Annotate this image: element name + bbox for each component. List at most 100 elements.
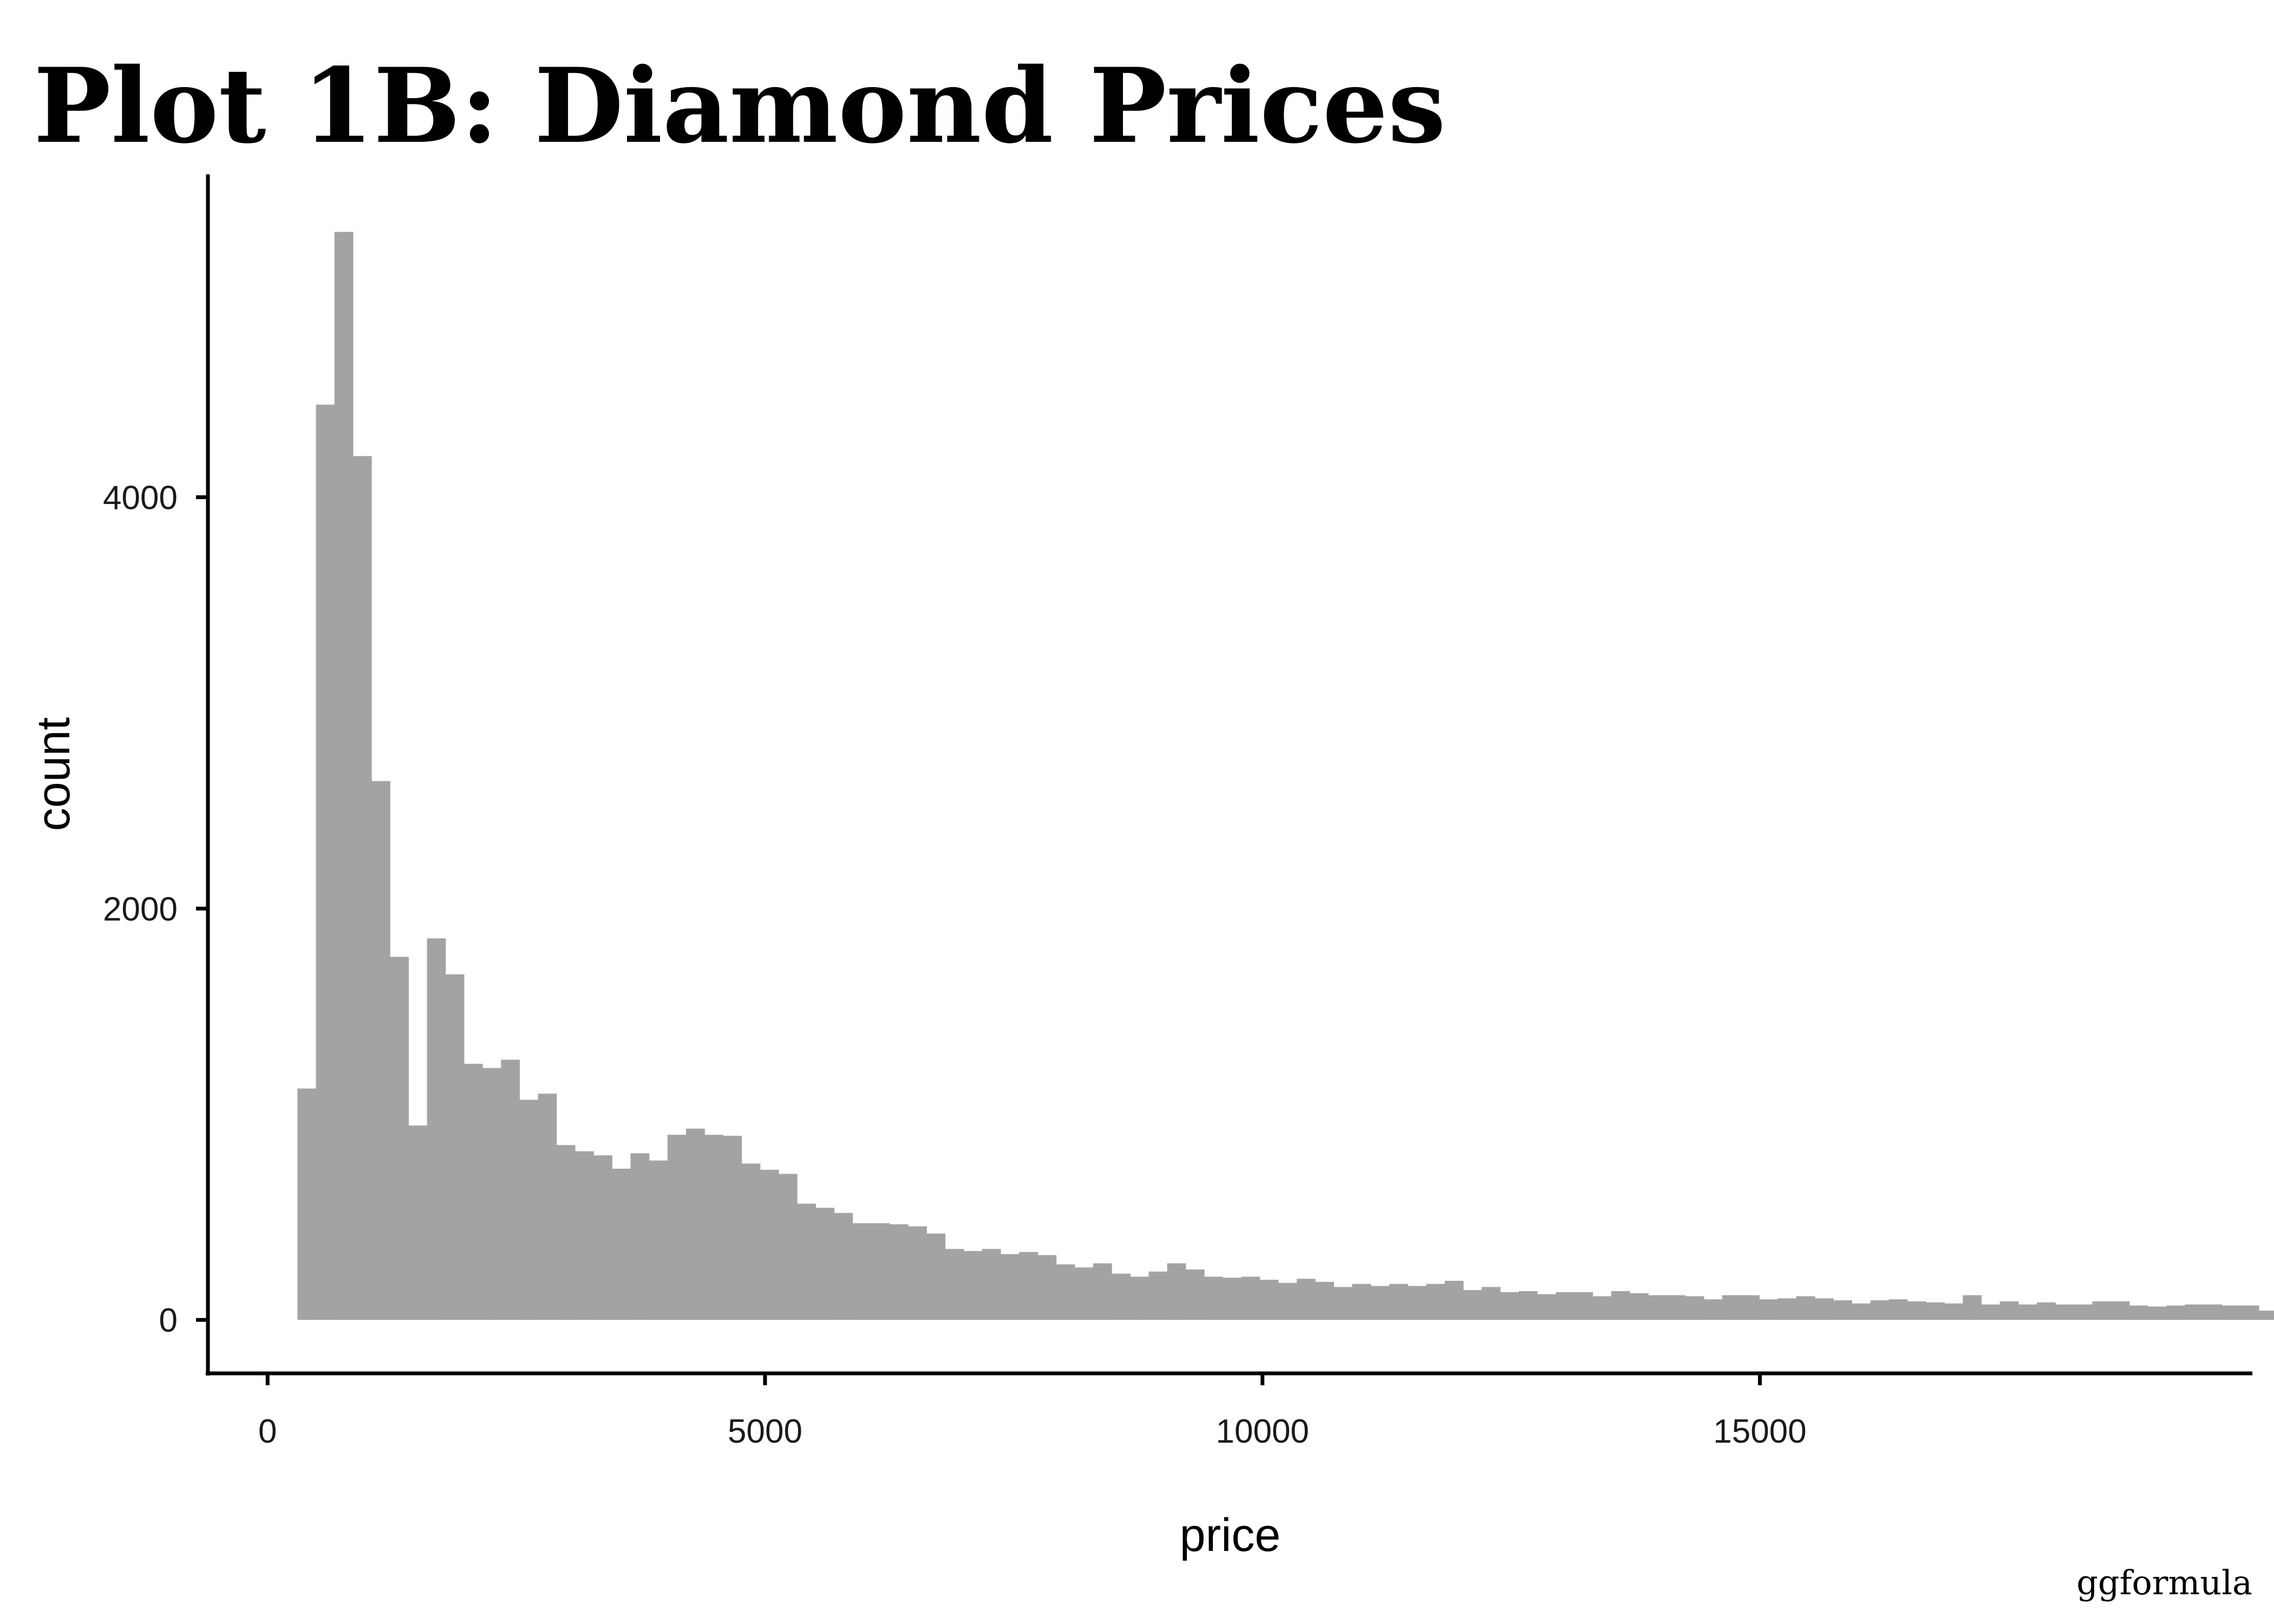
histogram-bar [815,1208,835,1320]
histogram-bar [1944,1303,1963,1320]
histogram-bar [1592,1296,1612,1320]
histogram-bar [1537,1294,1557,1320]
histogram-bar [445,974,465,1320]
histogram-bar [1463,1290,1482,1320]
histogram-bar [1334,1287,1353,1320]
histogram-bar [427,938,446,1320]
histogram-bars [297,232,2274,1320]
histogram-bar [982,1249,1001,1320]
histogram-bar [2221,1305,2241,1320]
histogram-bar [463,1064,483,1320]
histogram-bar [1963,1295,1982,1320]
histogram-bar [741,1163,761,1320]
y-tick-label: 4000 [103,479,178,516]
histogram-bar [1870,1300,1890,1320]
histogram-bar [556,1145,576,1320]
histogram-bar [2055,1304,2074,1320]
histogram-bar [482,1068,501,1320]
histogram-bar [871,1223,890,1320]
histogram-bar [1389,1284,1408,1320]
histogram-bar [1370,1286,1390,1320]
histogram-bar [1223,1278,1241,1320]
histogram-bar [1037,1255,1057,1320]
histogram-bar [2148,1306,2167,1320]
histogram-bar [1426,1284,1445,1320]
histogram-bar [1519,1291,1538,1320]
histogram-bar [1574,1292,1593,1320]
histogram-bar [760,1169,779,1320]
histogram-bar [1296,1279,1316,1320]
x-tick-label: 5000 [728,1413,802,1450]
histogram-bar [519,1099,539,1320]
histogram-bar [1685,1296,1704,1320]
histogram-bar [797,1203,816,1320]
histogram-bar [612,1168,631,1320]
histogram-bar [1407,1286,1427,1320]
histogram-bar [1167,1263,1186,1320]
histogram-bar [852,1223,872,1320]
histogram-bar [1907,1301,1926,1320]
histogram-bar [2037,1302,2056,1320]
histogram-bar [1852,1303,1871,1320]
histogram-bar [2240,1305,2259,1320]
histogram-bar [2203,1304,2223,1320]
histogram-bar [1481,1287,1501,1320]
histogram-bar [2018,1304,2037,1320]
histogram-bar [1778,1298,1797,1320]
histogram-bar [334,232,354,1320]
histogram-bar [926,1233,946,1320]
histogram-bar [1703,1299,1723,1320]
histogram-bar [1889,1299,1908,1320]
histogram-bar [2129,1305,2148,1320]
histogram-bar [1148,1271,1168,1320]
chart-title: Plot 1B: Diamond Prices [34,45,1446,166]
histogram-bar [1445,1281,1464,1320]
histogram-bar [1667,1295,1686,1320]
histogram-bar [1814,1298,1834,1320]
histogram-bar [1130,1276,1149,1320]
histogram-bar [1093,1263,1112,1320]
histogram-bar [667,1135,687,1320]
histogram-bar [1112,1273,1131,1320]
histogram-bar [1759,1299,1779,1320]
histogram-bar [1019,1252,1038,1320]
histogram-bar [352,456,372,1320]
histogram-bar [1056,1264,1075,1320]
histogram-bar [593,1155,612,1320]
x-axis-title: price [1180,1509,1280,1561]
histogram-bar [1833,1300,1852,1320]
histogram-bar [649,1160,668,1320]
histogram-bar [1925,1302,1945,1320]
histogram-bar [1241,1276,1260,1320]
histogram-bar [2166,1305,2186,1320]
histogram-bar [316,404,335,1320]
x-axis-ticks: 0 5000 10000 15000 [258,1373,1807,1450]
y-axis-title: count [28,717,80,831]
histogram-bar [390,957,409,1320]
histogram-bar [1648,1295,1668,1320]
histogram-bar [1981,1304,2001,1320]
y-tick-label: 0 [159,1302,178,1339]
histogram-bar [408,1125,428,1320]
histogram-bar [908,1226,927,1320]
histogram-bar [297,1088,317,1320]
histogram-bar [963,1250,983,1320]
histogram-bar [704,1135,724,1320]
x-tick-label: 10000 [1216,1413,1309,1450]
histogram-bar [630,1153,650,1320]
histogram-bar [1999,1301,2019,1320]
y-tick-label: 2000 [103,890,178,928]
histogram-bar [1500,1292,1519,1320]
histogram-bar [2259,1311,2274,1320]
histogram-bar [686,1128,705,1320]
histogram-bar [1315,1281,1334,1320]
histogram-bar [575,1151,594,1320]
histogram-bar [890,1224,909,1320]
histogram-bar [1352,1284,1371,1320]
histogram-bar [1074,1267,1094,1320]
histogram-bar [1278,1282,1297,1320]
histogram-bar [371,781,390,1320]
chart-caption: ggformula [2076,1563,2252,1602]
histogram-bar [1722,1295,1741,1320]
